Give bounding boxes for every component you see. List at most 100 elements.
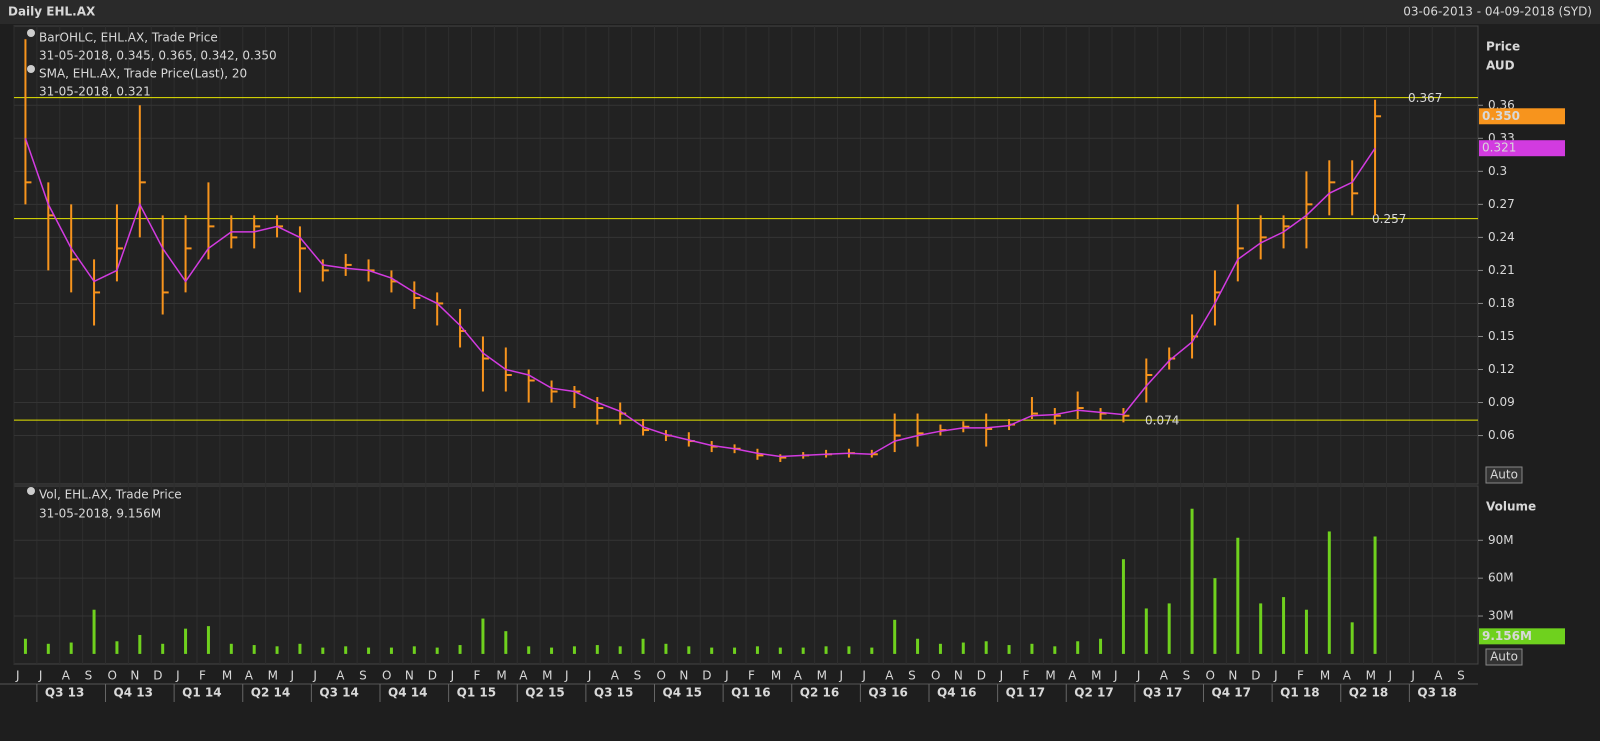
x-tick-label: J xyxy=(587,669,592,683)
x-tick-label: S xyxy=(1457,669,1465,683)
volume-bar xyxy=(115,641,119,654)
x-tick-label: F xyxy=(474,669,481,683)
volume-bar xyxy=(344,646,348,654)
x-tick-label: M xyxy=(771,669,781,683)
volume-bar xyxy=(893,619,897,654)
x-tick-label: A xyxy=(336,669,345,683)
x-tick-label: A xyxy=(611,669,620,683)
y-tick-label: 90M xyxy=(1488,533,1514,547)
volume-bar xyxy=(687,646,691,654)
volume-bar xyxy=(618,646,622,654)
x-tick-label: D xyxy=(702,669,711,683)
quarter-label: Q2 18 xyxy=(1349,686,1388,700)
x-tick-label: M xyxy=(542,669,552,683)
y-tick-label: 0.12 xyxy=(1488,362,1515,376)
last-value-label: 9.156M xyxy=(1482,629,1532,643)
volume-bar xyxy=(1030,643,1034,654)
x-tick-label: S xyxy=(359,669,367,683)
quarter-label: Q3 16 xyxy=(868,686,907,700)
volume-bar xyxy=(961,642,965,654)
volume-bar xyxy=(1053,646,1057,654)
volume-bar xyxy=(572,646,576,654)
x-tick-label: M xyxy=(1045,669,1055,683)
volume-bar xyxy=(92,609,96,654)
header-bar xyxy=(0,0,1600,24)
y-tick-label: 0.21 xyxy=(1488,263,1515,277)
volume-bar xyxy=(1304,609,1308,654)
volume-bar xyxy=(710,647,714,654)
x-tick-label: M xyxy=(1320,669,1330,683)
x-tick-label: N xyxy=(130,669,139,683)
x-tick-label: F xyxy=(199,669,206,683)
x-tick-label: A xyxy=(794,669,803,683)
date-range: 03-06-2013 - 04-09-2018 (SYD) xyxy=(1403,5,1592,19)
x-tick-label: D xyxy=(428,669,437,683)
volume-bar xyxy=(1282,597,1286,654)
quarter-label: Q2 16 xyxy=(800,686,839,700)
level-label: 0.257 xyxy=(1372,212,1406,226)
x-tick-label: S xyxy=(1183,669,1191,683)
x-tick-label: N xyxy=(1228,669,1237,683)
legend-icon[interactable] xyxy=(27,487,35,495)
y-tick-label: 0.15 xyxy=(1488,329,1515,343)
legend-icon[interactable] xyxy=(27,29,35,37)
volume-bar xyxy=(46,643,50,654)
chart-title: Daily EHL.AX xyxy=(8,5,96,19)
volume-bar xyxy=(367,647,371,654)
x-tick-label: J xyxy=(175,669,180,683)
quarter-label: Q3 18 xyxy=(1417,686,1456,700)
quarter-label: Q2 17 xyxy=(1074,686,1113,700)
quarter-label: Q3 15 xyxy=(594,686,633,700)
sma-line xyxy=(24,138,1376,458)
last-value-tag xyxy=(1479,108,1565,125)
last-value-tag xyxy=(1479,628,1565,645)
volume-bar xyxy=(412,646,416,654)
volume-bar xyxy=(778,647,782,654)
y-axis-unit: AUD xyxy=(1486,59,1515,73)
x-tick-label: N xyxy=(405,669,414,683)
quarter-label: Q4 13 xyxy=(114,686,153,700)
x-tick-label: J xyxy=(15,669,20,683)
volume-bar xyxy=(870,647,874,654)
volume-bar xyxy=(1007,645,1011,654)
auto-button[interactable] xyxy=(1485,466,1523,484)
x-tick-label: J xyxy=(724,669,729,683)
level-label: 0.074 xyxy=(1145,414,1179,428)
x-tick-label: A xyxy=(1068,669,1077,683)
y-tick-label: 30M xyxy=(1488,609,1514,623)
volume-bar xyxy=(1259,603,1263,654)
x-tick-label: J xyxy=(290,669,295,683)
auto-label[interactable]: Auto xyxy=(1490,468,1518,482)
quarter-label: Q1 14 xyxy=(182,686,221,700)
x-tick-label: A xyxy=(1434,669,1443,683)
x-tick-label: J xyxy=(839,669,844,683)
quarter-label: Q2 14 xyxy=(251,686,290,700)
quarter-label: Q1 15 xyxy=(457,686,496,700)
x-tick-label: M xyxy=(1091,669,1101,683)
volume-bar xyxy=(916,638,920,654)
volume-bar xyxy=(1099,638,1103,654)
volume-bar xyxy=(984,641,988,654)
legend-value: 31-05-2018, 0.345, 0.365, 0.342, 0.350 xyxy=(39,49,277,63)
x-tick-label: D xyxy=(1251,669,1260,683)
legend-icon[interactable] xyxy=(27,65,35,73)
quarter-label: Q4 17 xyxy=(1212,686,1251,700)
volume-bar xyxy=(229,643,233,654)
volume-bar xyxy=(1236,537,1240,654)
y-tick-label: 0.24 xyxy=(1488,230,1515,244)
x-tick-label: J xyxy=(1113,669,1118,683)
x-tick-label: M xyxy=(268,669,278,683)
volume-bar xyxy=(1327,531,1331,654)
legend-entry: BarOHLC, EHL.AX, Trade Price xyxy=(39,31,218,45)
x-tick-label: F xyxy=(1297,669,1304,683)
auto-button[interactable] xyxy=(1485,648,1523,666)
auto-label[interactable]: Auto xyxy=(1490,650,1518,664)
quarter-label: Q1 17 xyxy=(1006,686,1045,700)
x-tick-label: N xyxy=(954,669,963,683)
volume-bar xyxy=(389,647,393,654)
volume-bar xyxy=(733,647,737,654)
level-label: 0.367 xyxy=(1408,91,1442,105)
quarter-label: Q1 16 xyxy=(731,686,770,700)
volume-bar xyxy=(595,645,599,654)
